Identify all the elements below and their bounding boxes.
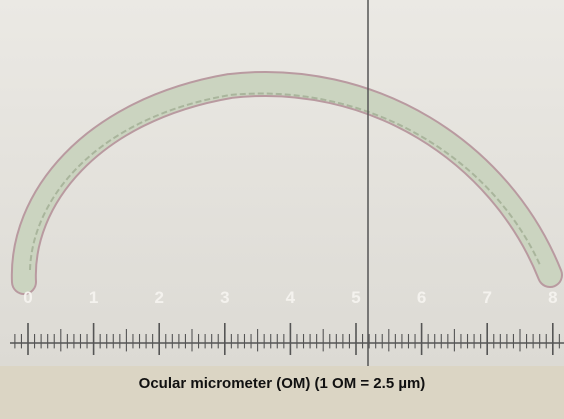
scale-label: 7 — [482, 288, 491, 307]
scale-label: 0 — [23, 288, 32, 307]
scale-label: 4 — [286, 288, 296, 307]
scale-label: 1 — [89, 288, 98, 307]
scale-label: 5 — [351, 288, 360, 307]
scale-label: 8 — [548, 288, 557, 307]
scale-label: 6 — [417, 288, 426, 307]
background — [0, 0, 564, 370]
ruler-labels: 0 1 2 3 4 5 6 7 8 — [23, 288, 557, 307]
scale-label: 3 — [220, 288, 229, 307]
scale-label: 2 — [154, 288, 163, 307]
ruler-ticks — [14, 323, 560, 355]
nematode-body — [12, 72, 561, 293]
caption: Ocular micrometer (OM) (1 OM = 2.5 µm) — [139, 375, 426, 392]
caption-bar — [0, 366, 564, 419]
